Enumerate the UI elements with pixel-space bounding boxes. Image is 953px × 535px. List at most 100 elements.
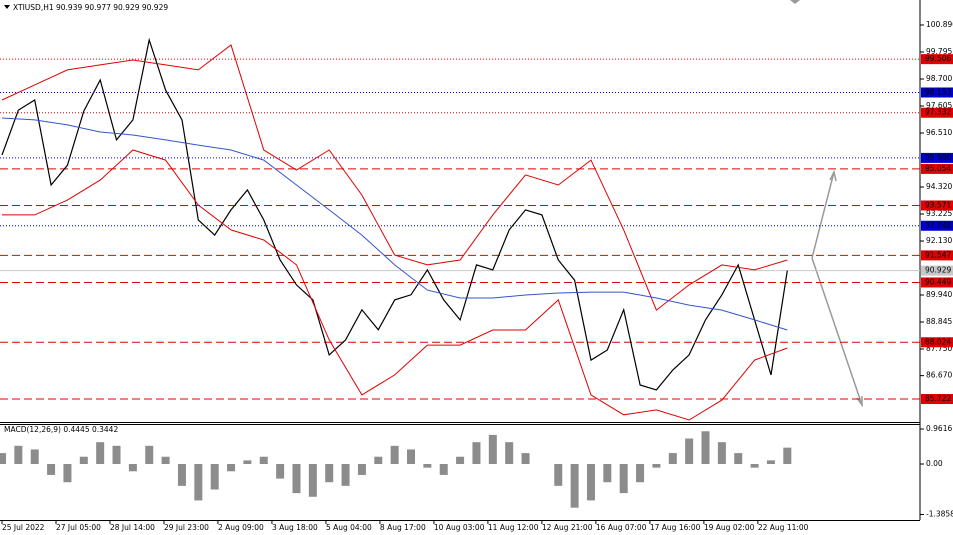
macd-bar (63, 464, 72, 483)
y-tick-label: 99.795 (926, 47, 952, 56)
y-tick-label: 97.605 (926, 101, 952, 110)
level-label-bg (921, 107, 953, 118)
y-tick-label: 94.320 (926, 182, 952, 191)
macd-bar (766, 460, 775, 465)
level-label-bg (921, 337, 953, 348)
macd-bar (456, 456, 465, 465)
macd-bar (47, 464, 56, 475)
x-tick-label: 11 Aug 12:00 (488, 523, 539, 532)
x-tick-label: 17 Aug 16:00 (650, 523, 701, 532)
y-tick-label: 100.890 (926, 20, 953, 29)
macd-bar (570, 464, 579, 508)
price-line (1, 37, 788, 391)
level-label-bg (921, 54, 953, 65)
macd-bar (668, 453, 677, 465)
menu-triangle (4, 5, 10, 9)
macd-bar (423, 464, 432, 468)
level-label: 92.748 (925, 221, 951, 230)
y-tick-label: 88.845 (926, 317, 952, 326)
price-line (2, 149, 788, 421)
macd-bar (112, 445, 121, 465)
level-label: 99.506 (925, 54, 951, 63)
macd-bar (177, 464, 186, 486)
level-label: 95.500 (925, 153, 951, 162)
level-label-bg (921, 163, 953, 174)
y-tick-label: 96.510 (926, 128, 952, 137)
macd-bar (390, 445, 399, 465)
x-tick-label: 12 Aug 21:00 (542, 523, 593, 532)
y-tick-label: 86.670 (926, 371, 952, 380)
price-line (1, 44, 788, 311)
macd-bar (505, 442, 514, 465)
x-tick-label: 27 Jul 05:00 (56, 523, 101, 532)
y-tick-label: 0.9616 (926, 424, 952, 433)
macd-bar (652, 464, 661, 468)
macd-bar (243, 460, 252, 465)
chart-title: XTIUSD,H1 90.939 90.977 90.929 90.929 (13, 3, 168, 12)
macd-bar (472, 442, 481, 465)
scroll-marker (790, 0, 800, 4)
y-tick-label: 87.750 (926, 344, 952, 353)
level-label: 85.722 (925, 394, 951, 403)
macd-bar (0, 453, 6, 465)
macd-bar (276, 464, 285, 479)
macd-bar (227, 464, 236, 472)
macd-bar (194, 464, 203, 501)
level-label: 98.153 (925, 87, 951, 96)
y-tick-label: 98.700 (926, 74, 952, 83)
macd-bar (357, 464, 366, 475)
macd-bar (341, 464, 350, 486)
macd-bar (308, 464, 317, 497)
macd-bar (407, 449, 416, 465)
macd-bar (603, 464, 612, 483)
y-tick-label: 89.940 (926, 290, 952, 299)
macd-bar (30, 449, 39, 465)
price-line (1, 117, 788, 331)
x-tick-label: 8 Aug 17:00 (380, 523, 426, 532)
macd-bar (96, 442, 105, 465)
macd-bar (734, 453, 743, 465)
level-label-bg (921, 277, 953, 288)
macd-bar (783, 447, 792, 465)
macd-bar (439, 464, 448, 475)
x-tick-label: 2 Aug 09:00 (218, 523, 264, 532)
level-label: 90.449 (925, 277, 951, 286)
y-tick-label: 92.130 (926, 236, 952, 245)
x-tick-label: 19 Aug 02:00 (704, 523, 755, 532)
level-label-bg (921, 220, 953, 231)
macd-bar (554, 464, 563, 486)
macd-bar (210, 464, 219, 490)
x-tick-label: 16 Aug 07:00 (596, 523, 647, 532)
macd-bar (701, 431, 710, 465)
level-label: 97.332 (925, 108, 951, 117)
y-tick-label: 93.225 (926, 209, 952, 218)
macd-title: MACD(12,26,9) 0.4445 0.3442 (4, 425, 118, 434)
x-tick-label: 28 Jul 14:00 (110, 523, 155, 532)
macd-bar (374, 456, 383, 465)
macd-bar (685, 438, 694, 465)
x-tick-label: 10 Aug 03:00 (434, 523, 485, 532)
x-tick-label: 29 Jul 23:00 (164, 523, 209, 532)
macd-bar (259, 456, 268, 465)
level-label-bg (921, 87, 953, 98)
level-label: 93.571 (925, 200, 951, 209)
macd-bar (14, 445, 23, 465)
x-tick-label: 22 Aug 11:00 (758, 523, 809, 532)
y-tick-label: -1.3858 (926, 509, 953, 518)
level-label-bg (921, 265, 953, 276)
level-label-bg (921, 394, 953, 405)
macd-bar (325, 464, 334, 483)
macd-bar (717, 442, 726, 465)
level-label-bg (921, 200, 953, 211)
level-label: 90.929 (925, 266, 951, 275)
level-label: 88.024 (925, 337, 951, 346)
macd-bar (292, 464, 301, 494)
macd-bar (128, 464, 137, 472)
x-tick-label: 3 Aug 18:00 (272, 523, 318, 532)
macd-bar (79, 456, 88, 465)
level-label-bg (921, 250, 953, 261)
macd-bar (488, 434, 497, 465)
x-tick-label: 25 Jul 2022 (2, 523, 45, 532)
macd-bar (161, 456, 170, 465)
